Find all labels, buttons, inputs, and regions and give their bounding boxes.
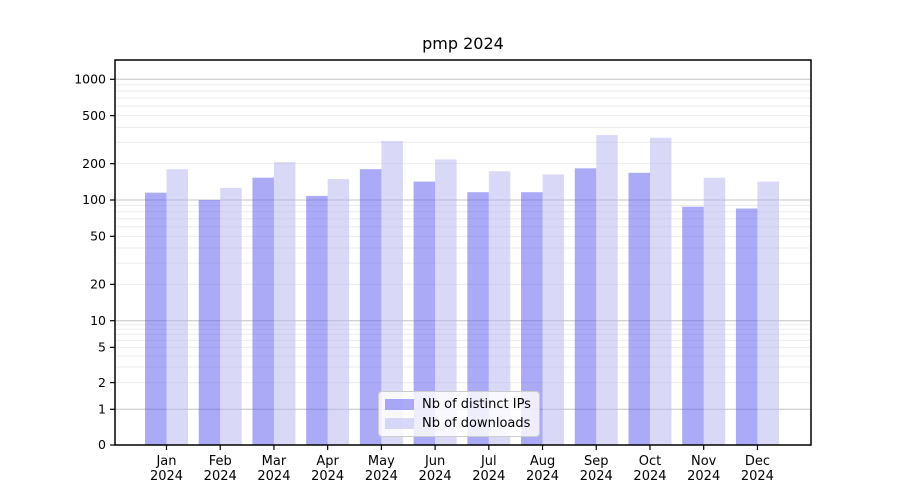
bar-may-downloads [381,141,403,445]
plot-border [114,59,812,446]
bar-feb-downloads [220,187,242,446]
x-tick-label-year: 2024 [365,469,398,484]
x-tick-label-year: 2024 [472,469,505,484]
bar-apr-distinct-ips [306,195,328,445]
y-tick-label: 2 [98,375,106,390]
x-tick-label-month: Jun [424,454,445,469]
y-tick-label: 20 [90,277,106,292]
x-tick-label-month: Aug [530,454,555,469]
bar-apr-downloads [327,179,350,445]
x-tick-label-year: 2024 [526,469,559,484]
x-tick-label-month: Dec [745,454,770,469]
series-distinct-ips [145,168,758,446]
bar-aug-downloads [542,174,565,445]
bar-dec-downloads [757,181,779,446]
x-tick-label-year: 2024 [150,469,183,484]
x-tick-label-month: May [368,454,395,469]
legend-swatch-downloads [385,418,414,429]
x-tick-label-year: 2024 [741,469,774,484]
bar-jul-downloads [488,171,511,446]
x-tick-label-month: Nov [691,454,717,469]
x-tick-label-year: 2024 [311,469,344,484]
bar-jan-distinct-ips [145,192,167,445]
y-tick-label: 5 [98,340,106,355]
series-downloads [166,135,779,446]
y-tick-label: 0 [98,437,106,452]
x-tick-label-year: 2024 [633,469,666,484]
bar-feb-distinct-ips [198,200,221,445]
y-tick-label: 500 [82,108,106,123]
x-tick-label-year: 2024 [687,469,720,484]
bar-mar-distinct-ips [252,177,274,445]
legend-label-distinct-ips: Nb of distinct IPs [422,397,531,412]
bar-oct-distinct-ips [628,172,650,445]
x-tick-label-year: 2024 [580,469,613,484]
bar-jan-downloads [166,169,188,446]
bar-jul-distinct-ips [467,192,489,445]
x-tick-label-month: Apr [316,454,339,469]
y-tick-label: 10 [90,313,106,328]
legend: Nb of distinct IPs Nb of downloads [378,391,540,437]
x-tick-label-month: Sep [584,454,609,469]
bar-dec-distinct-ips [735,208,758,445]
y-tick-label: 50 [90,229,106,244]
x-axis: Jan2024Feb2024Mar2024Apr2024May2024Jun20… [150,445,774,484]
bar-oct-downloads [649,137,672,446]
chart-title: pmp 2024 [422,34,504,53]
bar-jun-distinct-ips [413,181,436,446]
x-tick-label-year: 2024 [419,469,452,484]
bar-jun-downloads [435,159,457,445]
y-tick-label: 200 [82,156,106,171]
bar-aug-distinct-ips [521,192,543,445]
bar-may-distinct-ips [359,169,382,446]
bar-sep-downloads [596,135,618,445]
x-tick-label-month: Jan [155,454,176,469]
x-tick-label-year: 2024 [204,469,237,484]
y-axis: 0 1 2 5 10 20 50 100 200 500 1000 [74,72,115,452]
bar-nov-distinct-ips [682,206,704,445]
x-tick-label-month: Oct [639,454,661,469]
y-tick-label: 1 [98,402,106,417]
x-tick-label-month: Feb [209,454,232,469]
x-tick-label-month: Jul [480,454,497,469]
legend-label-downloads: Nb of downloads [422,416,531,431]
bar-sep-distinct-ips [574,168,597,446]
bar-nov-downloads [703,177,726,445]
y-tick-label: 100 [82,192,106,207]
legend-item-downloads: Nb of downloads [385,416,532,431]
y-tick-label: 1000 [74,72,106,87]
bar-mar-downloads [273,162,296,446]
legend-swatch-distinct-ips [385,399,414,410]
legend-item-distinct-ips: Nb of distinct IPs [385,397,532,412]
x-tick-label-month: Mar [262,454,287,469]
x-tick-label-year: 2024 [257,469,290,484]
